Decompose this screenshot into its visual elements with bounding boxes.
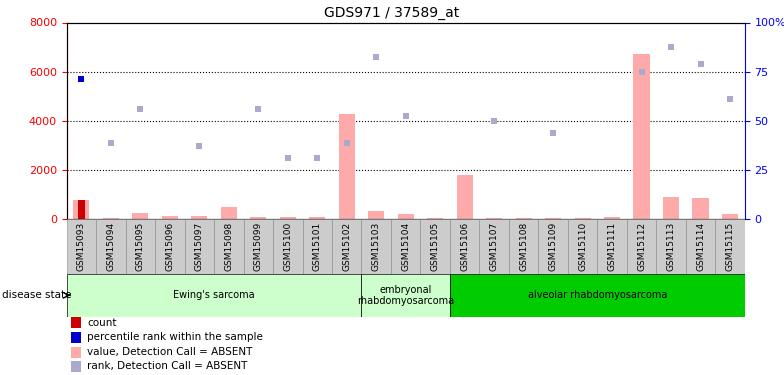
Bar xyxy=(368,211,384,219)
Bar xyxy=(450,219,480,274)
Bar xyxy=(191,216,208,219)
Bar xyxy=(132,213,148,219)
Text: GSM15098: GSM15098 xyxy=(224,222,234,272)
Text: GSM15103: GSM15103 xyxy=(372,222,381,272)
Bar xyxy=(125,219,155,274)
Text: GSM15110: GSM15110 xyxy=(578,222,587,272)
Text: GSM15105: GSM15105 xyxy=(430,222,440,272)
Bar xyxy=(73,200,89,219)
Bar xyxy=(627,219,656,274)
Bar xyxy=(692,198,709,219)
Text: alveolar rhabdomyosarcoma: alveolar rhabdomyosarcoma xyxy=(528,290,667,300)
Bar xyxy=(361,219,391,274)
Text: GSM15112: GSM15112 xyxy=(637,222,646,271)
Bar xyxy=(184,219,214,274)
Bar xyxy=(361,274,450,317)
Text: GSM15101: GSM15101 xyxy=(313,222,321,272)
Text: GSM15097: GSM15097 xyxy=(194,222,204,272)
Text: GSM15115: GSM15115 xyxy=(725,222,735,272)
Bar xyxy=(332,219,361,274)
Text: GSM15093: GSM15093 xyxy=(77,222,86,272)
Text: value, Detection Call = ABSENT: value, Detection Call = ABSENT xyxy=(87,348,252,357)
Text: GSM15096: GSM15096 xyxy=(165,222,174,272)
Bar xyxy=(516,218,532,219)
Bar xyxy=(67,219,96,274)
Text: GSM15104: GSM15104 xyxy=(401,222,410,271)
Text: embryonal
rhabdomyosarcoma: embryonal rhabdomyosarcoma xyxy=(358,285,454,306)
Text: GSM15102: GSM15102 xyxy=(343,222,351,271)
Bar xyxy=(244,219,273,274)
Text: GSM15094: GSM15094 xyxy=(107,222,115,271)
Bar xyxy=(456,175,473,219)
Bar xyxy=(575,218,590,219)
Bar xyxy=(309,217,325,219)
Bar xyxy=(397,214,414,219)
Text: GSM15100: GSM15100 xyxy=(283,222,292,272)
Bar xyxy=(656,219,686,274)
Text: GSM15111: GSM15111 xyxy=(608,222,617,272)
Bar xyxy=(78,200,85,219)
Bar xyxy=(568,219,597,274)
Bar xyxy=(280,217,296,219)
Bar xyxy=(539,219,568,274)
Bar xyxy=(715,219,745,274)
Bar xyxy=(633,54,650,219)
Bar xyxy=(450,274,745,317)
Bar xyxy=(67,274,361,317)
Bar xyxy=(597,219,627,274)
Bar xyxy=(96,219,125,274)
Bar xyxy=(604,217,620,219)
Text: rank, Detection Call = ABSENT: rank, Detection Call = ABSENT xyxy=(87,362,248,371)
Text: GSM15095: GSM15095 xyxy=(136,222,145,272)
Text: GSM15099: GSM15099 xyxy=(254,222,263,272)
Bar xyxy=(303,219,332,274)
Bar xyxy=(103,218,119,219)
Text: GSM15109: GSM15109 xyxy=(549,222,557,272)
Bar xyxy=(545,218,561,219)
Text: GSM15107: GSM15107 xyxy=(490,222,499,272)
Text: GDS971 / 37589_at: GDS971 / 37589_at xyxy=(325,6,459,20)
Text: GSM15113: GSM15113 xyxy=(666,222,676,272)
Bar xyxy=(420,219,450,274)
Bar xyxy=(273,219,303,274)
Text: count: count xyxy=(87,318,117,327)
Text: GSM15108: GSM15108 xyxy=(519,222,528,272)
Text: disease state: disease state xyxy=(2,290,71,300)
Bar xyxy=(214,219,244,274)
Text: GSM15114: GSM15114 xyxy=(696,222,705,271)
Text: percentile rank within the sample: percentile rank within the sample xyxy=(87,333,263,342)
Bar xyxy=(480,219,509,274)
Bar xyxy=(162,216,178,219)
Bar xyxy=(155,219,184,274)
Bar xyxy=(509,219,539,274)
Bar xyxy=(686,219,715,274)
Bar xyxy=(221,207,237,219)
Bar xyxy=(339,114,355,219)
Bar xyxy=(486,218,503,219)
Bar xyxy=(427,218,443,219)
Text: GSM15106: GSM15106 xyxy=(460,222,469,272)
Text: Ewing's sarcoma: Ewing's sarcoma xyxy=(173,290,255,300)
Bar xyxy=(391,219,420,274)
Bar xyxy=(663,197,679,219)
Bar xyxy=(250,217,267,219)
Bar xyxy=(722,214,739,219)
